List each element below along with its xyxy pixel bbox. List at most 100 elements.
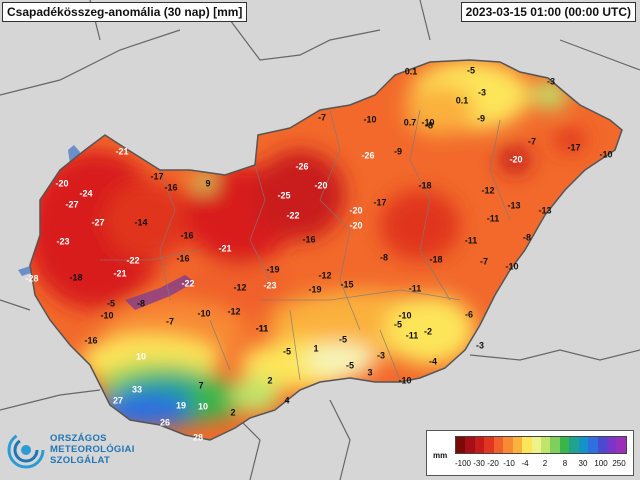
legend-swatch — [474, 437, 485, 453]
legend-swatch — [484, 437, 494, 453]
station-value: -12 — [233, 282, 246, 292]
station-value: -10 — [398, 375, 411, 385]
station-value: -21 — [218, 243, 231, 253]
station-value: -20 — [349, 220, 362, 230]
legend-tick-label: -10 — [503, 459, 515, 468]
logo-line-2: METEOROLÓGIAI — [50, 444, 135, 455]
legend-tick-label: 30 — [578, 459, 588, 468]
station-value: 27 — [113, 395, 123, 405]
station-value: -16 — [176, 253, 189, 263]
legend-color-bar — [455, 436, 627, 454]
station-value: -10 — [197, 308, 210, 318]
station-value: -20 — [349, 205, 362, 215]
station-value: -16 — [164, 182, 177, 192]
station-value: -7 — [166, 316, 174, 326]
legend-tick-label: -100 — [454, 459, 472, 468]
station-value: -4 — [429, 356, 437, 366]
station-value: -22 — [126, 255, 139, 265]
country-border — [29, 59, 623, 441]
station-value: -20 — [509, 154, 522, 164]
station-value: -13 — [507, 200, 520, 210]
station-value: 28 — [193, 432, 203, 442]
station-value: -10 — [599, 149, 612, 159]
color-legend: mm -100 -30 -20 -10 -4 2 8 30 100 250 — [426, 430, 634, 476]
legend-swatch — [607, 437, 617, 453]
station-value: -3 — [478, 87, 486, 97]
station-value: -22 — [181, 278, 194, 288]
lake-balaton — [125, 275, 195, 310]
legend-tick-label: -20 — [487, 459, 499, 468]
legend-swatch — [588, 437, 598, 453]
station-value: -10 — [505, 261, 518, 271]
map-title: Csapadékösszeg-anomália (30 nap) [mm] — [2, 2, 248, 22]
station-value: -10 — [363, 114, 376, 124]
station-value: -12 — [227, 306, 240, 316]
station-value: -11 — [256, 323, 269, 333]
station-value: -11 — [487, 213, 500, 223]
station-value: -28 — [25, 273, 38, 283]
station-value: -18 — [69, 272, 82, 282]
station-value: -20 — [55, 178, 68, 188]
station-value: -20 — [314, 180, 327, 190]
station-value: 10 — [136, 351, 146, 361]
station-value: -5 — [283, 346, 291, 356]
station-value: -10 — [421, 117, 434, 127]
legend-swatch — [456, 437, 466, 453]
station-value: 3 — [367, 367, 372, 377]
station-value: -19 — [308, 284, 321, 294]
station-value: -12 — [318, 270, 331, 280]
legend-swatch — [522, 437, 532, 453]
logo-line-1: ORSZÁGOS — [50, 433, 107, 444]
station-value: 10 — [198, 401, 208, 411]
station-value: 2 — [267, 375, 272, 385]
legend-tick-label: 8 — [562, 459, 568, 468]
station-value: -5 — [394, 319, 402, 329]
station-value: -26 — [361, 150, 374, 160]
station-value: -18 — [429, 254, 442, 264]
station-value: -22 — [286, 210, 299, 220]
legend-swatch — [597, 437, 607, 453]
station-value: 7 — [198, 380, 203, 390]
legend-tick-label: 100 — [594, 459, 608, 468]
station-value: -10 — [398, 310, 411, 320]
legend-swatch — [550, 437, 560, 453]
station-value: -24 — [79, 188, 92, 198]
station-value: -5 — [107, 298, 115, 308]
station-value: -11 — [406, 330, 419, 340]
station-value: -8 — [380, 252, 388, 262]
station-value: -8 — [523, 232, 531, 242]
station-value: 2 — [230, 407, 235, 417]
legend-tick-label: -4 — [521, 459, 529, 468]
station-value: 0.1 — [456, 95, 469, 105]
omsz-logo: ORSZÁGOS METEOROLÓGIAI SZOLGÁLAT — [6, 428, 176, 474]
legend-swatch — [578, 437, 589, 453]
station-value: -13 — [538, 205, 551, 215]
station-value: 9 — [205, 178, 210, 188]
station-value: -7 — [528, 136, 536, 146]
legend-swatch — [569, 437, 579, 453]
legend-swatch — [503, 437, 513, 453]
station-value: -11 — [465, 235, 478, 245]
station-value: -27 — [65, 199, 78, 209]
station-value: -2 — [424, 326, 432, 336]
station-value: -21 — [113, 268, 126, 278]
station-value: -5 — [339, 334, 347, 344]
station-value: 4 — [284, 395, 289, 405]
station-value: -3 — [547, 76, 555, 86]
station-value: -25 — [277, 190, 290, 200]
station-value: -9 — [394, 146, 402, 156]
station-value: -27 — [91, 217, 104, 227]
station-value: 26 — [160, 417, 170, 427]
station-value: -10 — [100, 310, 113, 320]
station-value: -16 — [180, 230, 193, 240]
station-value: -3 — [377, 350, 385, 360]
legend-swatch — [493, 437, 504, 453]
station-value: -19 — [266, 264, 279, 274]
legend-swatch — [616, 437, 626, 453]
legend-swatch — [465, 437, 475, 453]
legend-swatch — [531, 437, 541, 453]
legend-tick-label: -30 — [473, 459, 485, 468]
station-value: -18 — [418, 180, 431, 190]
legend-tick-label: 250 — [612, 459, 626, 468]
